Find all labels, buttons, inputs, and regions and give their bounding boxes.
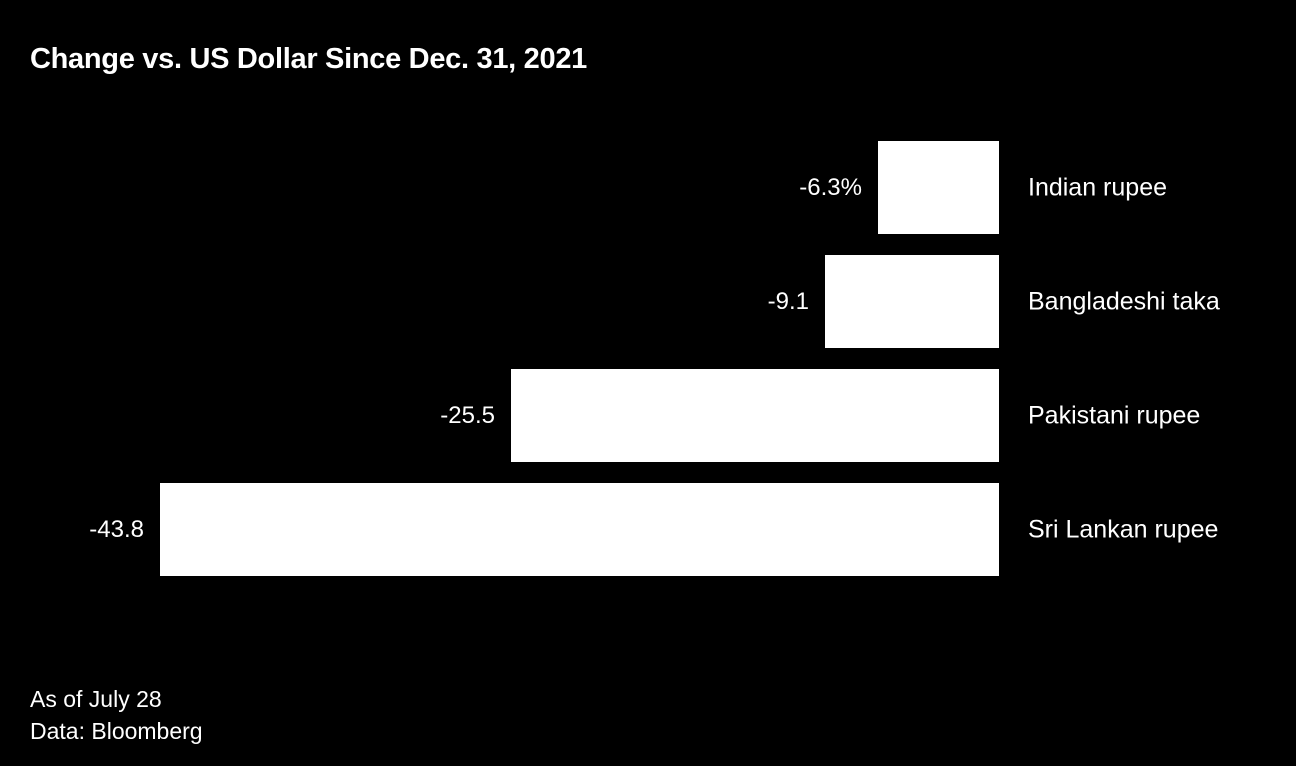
bar [878, 141, 999, 234]
bar-value-label: -6.3% [799, 173, 862, 201]
bar-value-label: -25.5 [440, 401, 495, 429]
bar-category-label: Pakistani rupee [1028, 401, 1201, 429]
source-note: Data: Bloomberg [30, 718, 203, 744]
bar [825, 255, 999, 348]
chart-title: Change vs. US Dollar Since Dec. 31, 2021 [30, 43, 587, 75]
chart-footer: As of July 28 Data: Bloomberg [30, 683, 203, 747]
chart-row: -6.3% Indian rupee [0, 141, 1296, 234]
bar-category-label: Sri Lankan rupee [1028, 515, 1219, 543]
chart-row: -25.5 Pakistani rupee [0, 369, 1296, 462]
bar-value-label: -9.1 [767, 287, 809, 315]
chart-row: -9.1 Bangladeshi taka [0, 255, 1296, 348]
bar-chart: -6.3% Indian rupee -9.1 Bangladeshi taka -25… [0, 141, 1296, 597]
bar [160, 483, 999, 576]
bar [511, 369, 999, 462]
bar-category-label: Indian rupee [1028, 173, 1168, 201]
bar-value-label: -43.8 [89, 515, 144, 543]
chart-row: -43.8 Sri Lankan rupee [0, 483, 1296, 576]
bar-category-label: Bangladeshi taka [1028, 287, 1220, 315]
asof-note: As of July 28 [30, 686, 162, 712]
